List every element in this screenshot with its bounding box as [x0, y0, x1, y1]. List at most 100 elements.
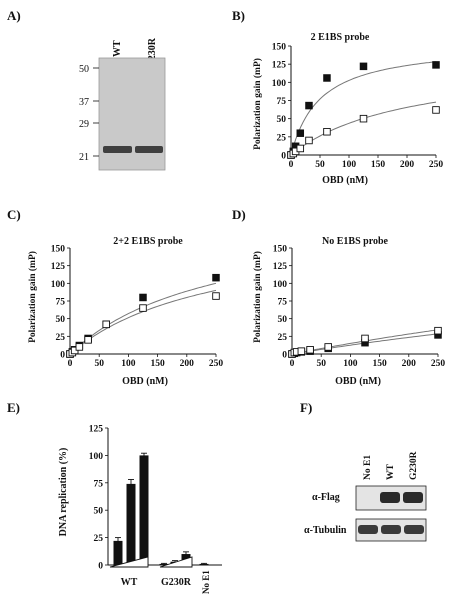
panel-b-x-tick-label: 100 — [342, 160, 357, 170]
panel-b-ylabel: Polarization gain (mP) — [252, 58, 263, 150]
panel-c-y-tick-label: 25 — [56, 333, 66, 343]
panel-d-point-open — [434, 326, 442, 335]
group-label-no-e1: No E1 — [201, 570, 211, 594]
panel-c-y-tick-label: 0 — [60, 351, 65, 361]
panel-b-point-open — [323, 127, 331, 136]
blot-band-tubulin-no-e1 — [358, 525, 378, 534]
panel-d-y-tick-label: 50 — [278, 315, 288, 325]
panel-e-y-tick-label: 100 — [89, 452, 104, 462]
panel-b-point-filled — [296, 129, 305, 137]
panel-d-point-open — [306, 346, 314, 354]
panel-b-x-tick-label: 50 — [315, 160, 325, 170]
panel-e-y-tick-label: 125 — [89, 425, 104, 435]
panel-e-bar — [126, 483, 136, 565]
panel-e-y-tick-label: 50 — [94, 507, 104, 517]
panel-d-x-tick-label: 150 — [372, 359, 387, 369]
marker-37: 37 — [79, 97, 89, 108]
panel-c-x-tick-label: 100 — [121, 359, 136, 369]
lane-label-wt: WT — [112, 40, 123, 57]
panel-d-y-tick-label: 150 — [273, 245, 288, 255]
panel-a: A) WT G230R 50 37 29 21 — [7, 8, 166, 171]
panel-b-x-tick-label: 0 — [289, 160, 294, 170]
panel-b-plot: 0 50 100 150 200 250 0 25 50 75 100 125 150 — [272, 43, 444, 171]
panel-d-point-open — [361, 334, 369, 343]
panel-c-x-tick-label: 50 — [94, 359, 104, 369]
panel-b-title: 2 E1BS probe — [311, 32, 370, 43]
panel-b-y-tick-label: 75 — [277, 97, 287, 107]
gel-markers: 50 37 29 21 — [79, 64, 99, 163]
blot-lane-labels: No E1 WT G230R — [363, 451, 419, 480]
panel-b-point-filled — [432, 61, 440, 69]
panel-c-point-filled — [212, 273, 220, 282]
panel-c-point-open — [75, 343, 84, 351]
blot-lane-wt: WT — [386, 464, 396, 481]
panel-b-y-tick-label: 50 — [277, 115, 287, 125]
panel-c-y-tick-label: 125 — [51, 262, 66, 272]
panel-d-y-tick-label: 125 — [273, 262, 288, 272]
panel-d-y-tick-label: 0 — [282, 351, 287, 361]
panel-b-point-open — [432, 106, 440, 114]
panel-c-y-tick-label: 75 — [56, 298, 66, 308]
panel-e-plot: 0 25 50 75 100 125 — [89, 425, 222, 572]
panel-b-x-tick-label: 250 — [429, 160, 444, 170]
group-label-wt: WT — [121, 577, 138, 588]
panel-d-point-open — [297, 347, 306, 355]
panel-c-point-open — [139, 304, 147, 312]
panel-c-ylabel: Polarization gain (mP) — [27, 251, 38, 343]
panel-d-y-tick-label: 75 — [278, 298, 288, 308]
concentration-wedges — [109, 556, 193, 568]
panel-c-point-open — [102, 320, 110, 329]
gel-band-wt — [103, 146, 132, 153]
panel-c-plot: 0 50 100 150 200 250 0 25 50 75 100 125 150 — [51, 245, 224, 370]
panel-d-x-tick-label: 0 — [290, 359, 295, 369]
panel-b-x-tick-label: 200 — [400, 160, 415, 170]
panel-e-y-tick-label: 75 — [94, 479, 104, 489]
panel-c-point-open — [84, 336, 92, 344]
group-label-g230r: G230R — [161, 577, 192, 588]
panel-b-point-open — [305, 136, 313, 145]
panel-d-x-tick-label: 50 — [316, 359, 326, 369]
panel-b-point-filled — [323, 74, 331, 82]
panel-b-y-tick-label: 150 — [272, 43, 287, 53]
panel-c-y-tick-label: 100 — [51, 280, 66, 290]
panel-c: C) 2+2 E1BS probe Polarization gain (mP)… — [7, 207, 223, 387]
panel-b-y-tick-label: 25 — [277, 133, 287, 143]
blot-band-flag-wt — [380, 492, 400, 503]
blot-lane-g230r: G230R — [409, 451, 419, 480]
panel-e-bar — [139, 455, 149, 565]
panel-d-point-open — [324, 343, 332, 351]
marker-29: 29 — [79, 119, 89, 130]
panel-b-y-tick-label: 125 — [272, 61, 287, 71]
blot-band-tubulin-wt — [381, 525, 401, 534]
panel-d-x-tick-label: 200 — [402, 359, 417, 369]
panel-c-xlabel: OBD (nM) — [122, 376, 168, 387]
blot-lane-no-e1: No E1 — [363, 455, 373, 480]
panel-d-plot: 0 50 100 150 200 250 0 25 50 75 100 125 150 — [273, 245, 446, 370]
blot-row-label-tubulin: α-Tubulin — [304, 525, 347, 536]
panel-d-xlabel: OBD (nM) — [335, 376, 381, 387]
panel-d-y-tick-label: 100 — [273, 280, 288, 290]
gel-lane-labels: WT G230R — [112, 37, 158, 68]
blot-row-label-flag: α-Flag — [312, 492, 340, 503]
panel-c-x-tick-label: 250 — [209, 359, 224, 369]
panel-e-y-tick-label: 25 — [94, 534, 104, 544]
blot-band-flag-g230r — [403, 492, 423, 503]
panel-a-label: A) — [7, 8, 21, 23]
panel-c-y-tick-label: 50 — [56, 315, 66, 325]
panel-f: F) No E1 WT G230R α-Flag α-Tubulin — [300, 400, 427, 542]
panel-c-point-filled — [139, 293, 147, 302]
panel-b-label: B) — [232, 8, 245, 23]
lane-label-g230r: G230R — [147, 37, 158, 68]
panel-b-point-open — [359, 114, 368, 123]
panel-b-y-tick-label: 0 — [281, 152, 286, 162]
panel-d-y-tick-label: 25 — [278, 333, 288, 343]
panel-b-point-filled — [359, 62, 368, 71]
panel-b-point-open — [296, 144, 305, 153]
panel-b-x-tick-label: 150 — [371, 160, 386, 170]
panel-b-fit-curve — [290, 101, 437, 156]
blot-band-tubulin-g230r — [404, 525, 424, 534]
panel-d-title: No E1BS probe — [322, 236, 389, 247]
panel-d-label: D) — [232, 207, 246, 222]
